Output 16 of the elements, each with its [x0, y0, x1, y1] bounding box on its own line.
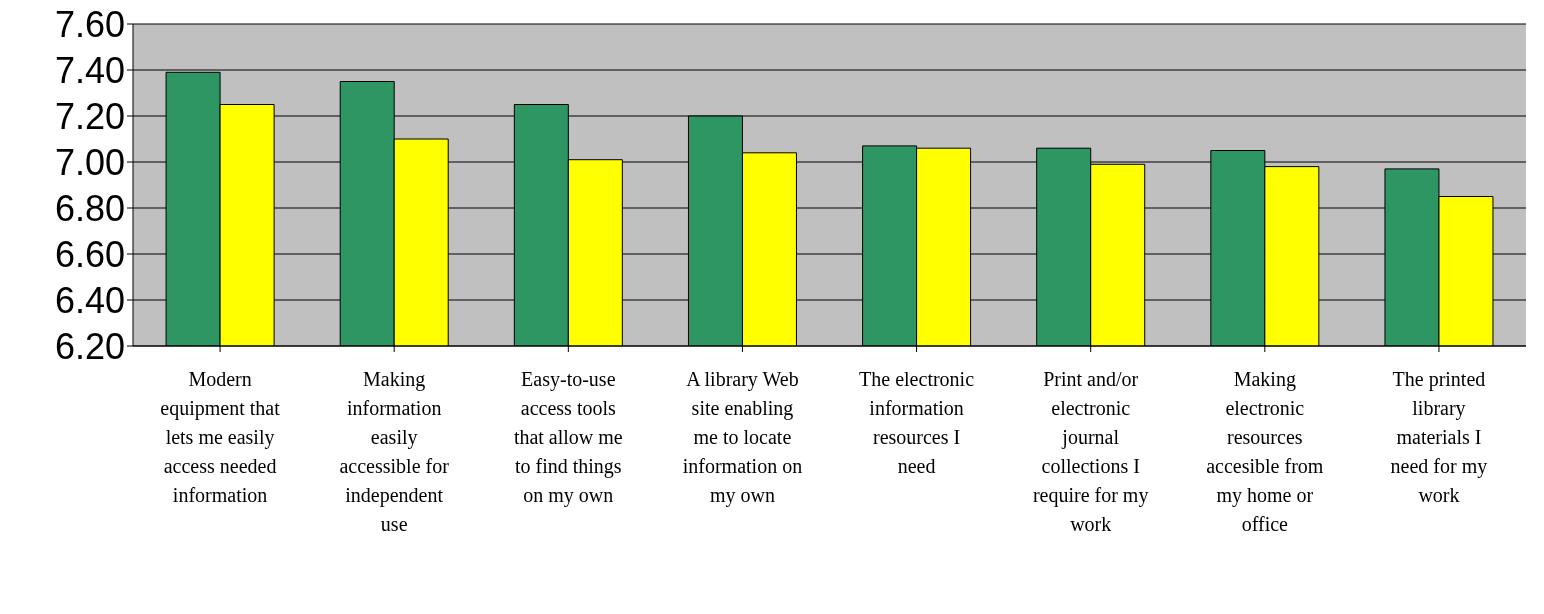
x-tick-label: Making information easily accessible for independent use: [339, 368, 450, 535]
y-tick-label: 7.60: [54, 3, 125, 45]
y-tick-label: 6.20: [54, 325, 125, 367]
x-tick-label: Modern equipment that lets me easily access needed information: [160, 368, 281, 506]
y-tick-label: 6.40: [54, 279, 125, 321]
y-tick-label: 6.80: [54, 187, 125, 229]
x-tick-label: The electronic information resources I need: [859, 368, 975, 477]
y-tick-label: 7.00: [54, 141, 125, 183]
x-tick-label: Print and/or electronic journal collections I require for my work: [1032, 368, 1149, 535]
y-tick-label: 7.20: [54, 95, 125, 137]
y-tick-label: 6.60: [54, 233, 125, 275]
x-tick-label: A library Web site enabling me to locate information on my own: [682, 368, 803, 507]
x-tick-label: Making electronic resources accesible from my home or office: [1206, 368, 1324, 535]
x-tick-label: The printed library materials I need for my work: [1390, 368, 1488, 506]
x-tick-label: Easy-to-use access tools that allow me to find things on my own: [513, 368, 623, 507]
y-tick-label: 7.40: [54, 49, 125, 91]
